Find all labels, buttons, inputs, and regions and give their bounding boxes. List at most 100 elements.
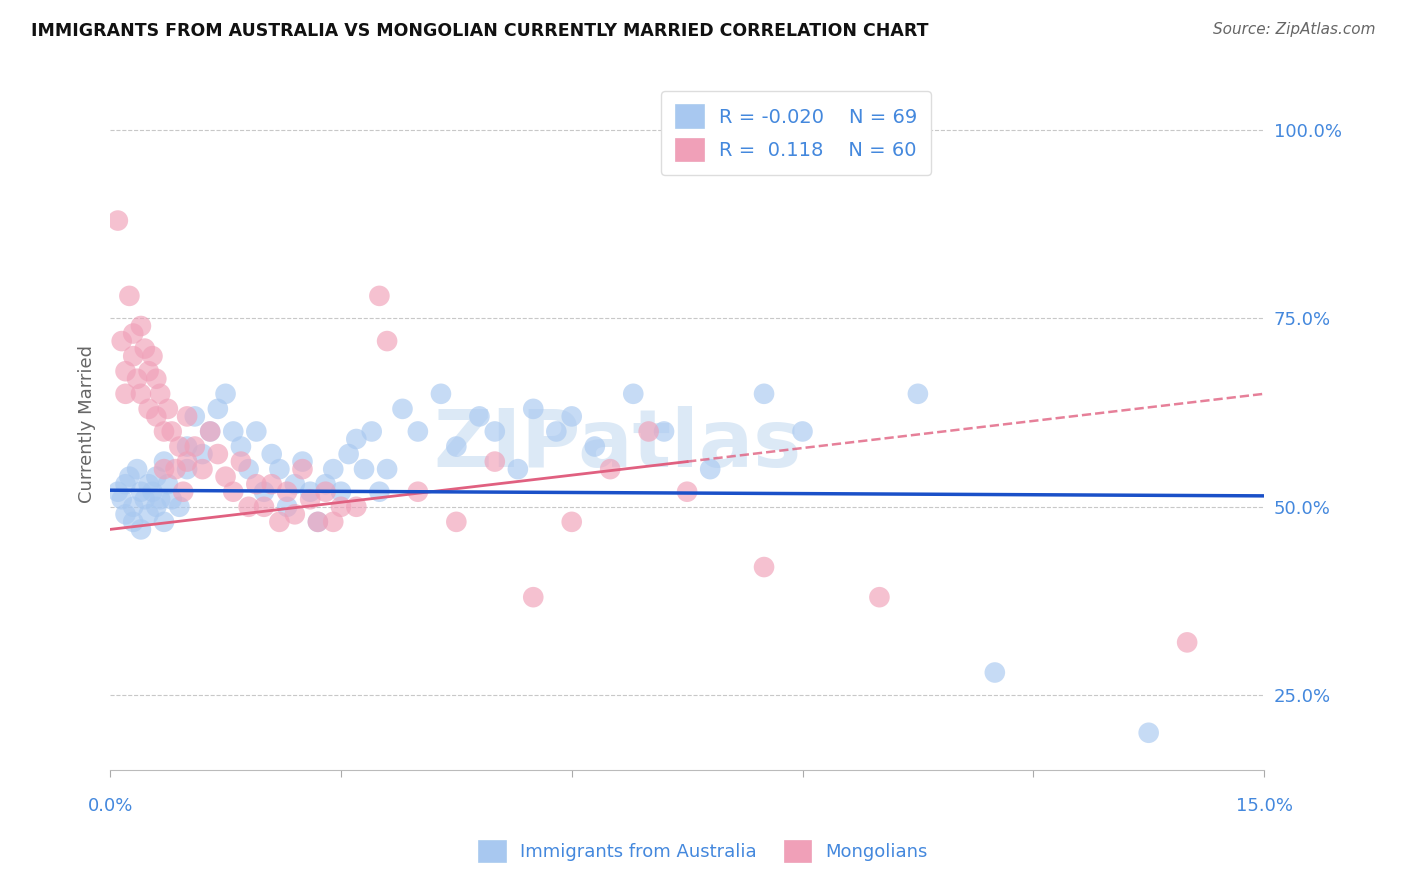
Point	[222, 484, 245, 499]
Point	[269, 462, 291, 476]
Point	[134, 342, 156, 356]
Point	[238, 462, 260, 476]
Point	[484, 454, 506, 468]
Point	[253, 484, 276, 499]
Point	[868, 590, 890, 604]
Point	[134, 492, 156, 507]
Point	[153, 425, 176, 439]
Point	[191, 447, 214, 461]
Point	[207, 447, 229, 461]
Point	[260, 477, 283, 491]
Point	[176, 409, 198, 424]
Point	[160, 425, 183, 439]
Point	[145, 500, 167, 514]
Point	[125, 462, 148, 476]
Point	[129, 484, 152, 499]
Point	[198, 425, 221, 439]
Point	[114, 508, 136, 522]
Point	[122, 515, 145, 529]
Point	[337, 447, 360, 461]
Point	[111, 334, 134, 348]
Point	[699, 462, 721, 476]
Point	[207, 401, 229, 416]
Point	[752, 560, 775, 574]
Point	[583, 440, 606, 454]
Point	[156, 477, 179, 491]
Point	[406, 484, 429, 499]
Point	[138, 477, 160, 491]
Point	[468, 409, 491, 424]
Point	[165, 462, 187, 476]
Text: IMMIGRANTS FROM AUSTRALIA VS MONGOLIAN CURRENTLY MARRIED CORRELATION CHART: IMMIGRANTS FROM AUSTRALIA VS MONGOLIAN C…	[31, 22, 928, 40]
Point	[484, 425, 506, 439]
Point	[260, 447, 283, 461]
Point	[752, 386, 775, 401]
Point	[114, 386, 136, 401]
Legend: R = -0.020    N = 69, R =  0.118    N = 60: R = -0.020 N = 69, R = 0.118 N = 60	[661, 91, 931, 175]
Point	[984, 665, 1007, 680]
Point	[291, 454, 314, 468]
Point	[446, 440, 468, 454]
Point	[561, 515, 583, 529]
Point	[114, 477, 136, 491]
Point	[276, 500, 298, 514]
Point	[307, 515, 329, 529]
Point	[1137, 725, 1160, 739]
Point	[1175, 635, 1198, 649]
Point	[122, 500, 145, 514]
Point	[375, 334, 398, 348]
Point	[153, 515, 176, 529]
Text: Source: ZipAtlas.com: Source: ZipAtlas.com	[1212, 22, 1375, 37]
Point	[276, 484, 298, 499]
Point	[299, 484, 322, 499]
Point	[599, 462, 621, 476]
Text: 0.0%: 0.0%	[87, 797, 132, 814]
Point	[222, 425, 245, 439]
Text: 15.0%: 15.0%	[1236, 797, 1292, 814]
Point	[141, 484, 163, 499]
Text: ZIPatlas: ZIPatlas	[434, 406, 801, 483]
Point	[125, 372, 148, 386]
Point	[792, 425, 814, 439]
Point	[149, 492, 172, 507]
Point	[118, 469, 141, 483]
Point	[621, 386, 644, 401]
Point	[138, 401, 160, 416]
Point	[299, 492, 322, 507]
Point	[546, 425, 568, 439]
Point	[114, 364, 136, 378]
Point	[145, 372, 167, 386]
Point	[637, 425, 659, 439]
Point	[522, 590, 544, 604]
Point	[129, 522, 152, 536]
Point	[141, 349, 163, 363]
Legend: Immigrants from Australia, Mongolians: Immigrants from Australia, Mongolians	[471, 833, 935, 870]
Point	[307, 515, 329, 529]
Point	[676, 484, 699, 499]
Point	[238, 500, 260, 514]
Point	[344, 432, 367, 446]
Point	[169, 440, 191, 454]
Point	[284, 508, 307, 522]
Point	[122, 326, 145, 341]
Point	[172, 484, 194, 499]
Point	[122, 349, 145, 363]
Point	[368, 484, 391, 499]
Point	[184, 409, 207, 424]
Point	[269, 515, 291, 529]
Point	[329, 484, 352, 499]
Y-axis label: Currently Married: Currently Married	[79, 345, 96, 503]
Point	[107, 213, 129, 227]
Point	[138, 364, 160, 378]
Point	[184, 440, 207, 454]
Point	[214, 386, 236, 401]
Point	[176, 440, 198, 454]
Point	[176, 454, 198, 468]
Point	[107, 484, 129, 499]
Point	[153, 454, 176, 468]
Point	[322, 462, 344, 476]
Point	[149, 386, 172, 401]
Point	[353, 462, 375, 476]
Point	[111, 492, 134, 507]
Point	[322, 515, 344, 529]
